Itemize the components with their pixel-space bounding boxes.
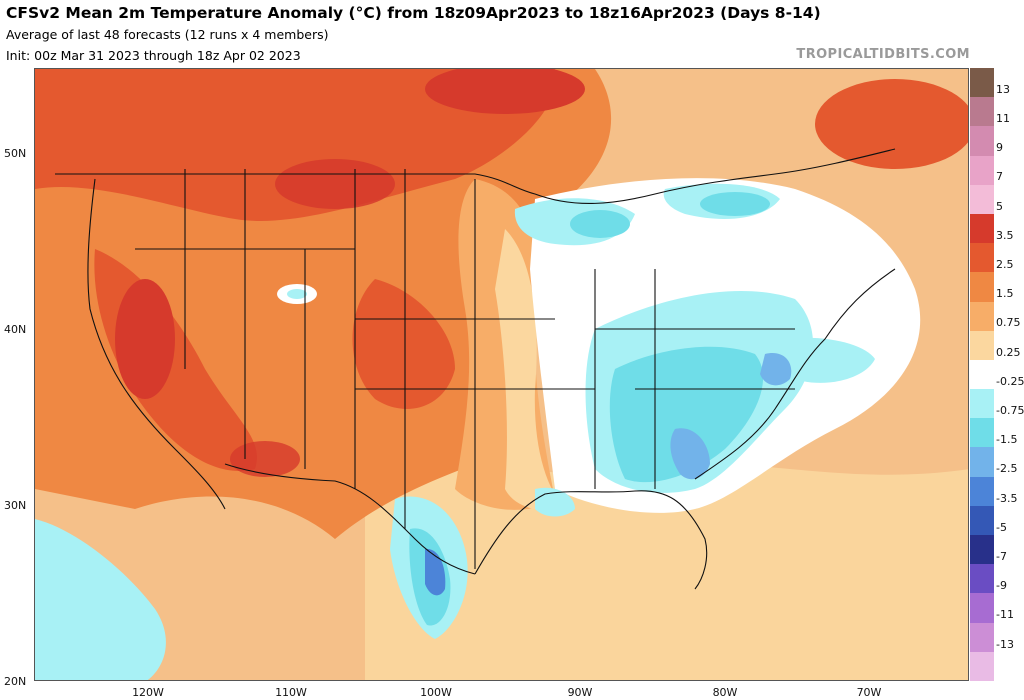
colorbar-segment <box>970 68 994 98</box>
us-canada-border <box>55 148 896 204</box>
cold-lake-superior <box>570 210 630 238</box>
colorbar-tick-label: -3.5 <box>996 491 1018 505</box>
colorbar-segment <box>970 359 994 390</box>
hot-spot-montana <box>275 159 395 209</box>
cool-light-pacific <box>35 519 166 680</box>
us-west-coast <box>87 178 226 510</box>
lat-label-20n: 20N <box>4 675 27 688</box>
colorbar-tick-label: -9 <box>996 579 1007 593</box>
colorbar-tick-label: -5 <box>996 520 1007 534</box>
colorbar-segment <box>970 213 994 244</box>
colorbar-tick-label: 11 <box>996 112 1010 126</box>
cool-light-offshore <box>780 337 875 383</box>
warm-north-zone <box>35 69 557 221</box>
colorbar-segment <box>970 155 994 186</box>
us-east-coast <box>694 268 896 480</box>
lat-label-30n: 30N <box>4 499 27 512</box>
colorbar-tick-label: -7 <box>996 549 1007 563</box>
cold-lake-huron <box>700 192 770 216</box>
brand-watermark: TROPICALTIDBITS.COM <box>796 47 970 62</box>
map-subtitle-forecast-average: Average of last 48 forecasts (12 runs x … <box>6 27 329 42</box>
lat-label-40n: 40N <box>4 323 27 336</box>
hot-core-california <box>115 279 175 399</box>
colorbar-segment <box>970 535 994 565</box>
cold-mid-atlantic <box>760 353 792 386</box>
colorbar-tick-label: -11 <box>996 608 1014 622</box>
colorbar-tick-label: 0.75 <box>996 316 1021 330</box>
colorbar-segment <box>970 272 994 303</box>
us-gulf-coast <box>474 490 708 590</box>
colorbar-tick-label: 5 <box>996 199 1003 213</box>
colorbar-segment <box>970 447 994 478</box>
colorbar-segment <box>970 301 994 332</box>
colorbar-tick-label: 3.5 <box>996 228 1014 242</box>
cold-georgia <box>670 428 710 480</box>
colorbar-tick-label: -13 <box>996 637 1014 651</box>
anomaly-colorbar <box>970 68 994 682</box>
colorbar-segment <box>970 622 994 653</box>
state-lines-central <box>355 169 595 569</box>
warm-plains-zone <box>352 279 455 409</box>
state-lines-west <box>135 169 356 489</box>
lon-label-100w: 100W <box>420 686 452 699</box>
hot-core-northeast <box>815 79 968 169</box>
colorbar-segment <box>970 97 994 127</box>
map-subtitle-init-range: Init: 00z Mar 31 2023 through 18z Apr 02… <box>6 48 301 63</box>
hot-core-north <box>425 69 585 114</box>
colorbar-tick-label: 1.5 <box>996 287 1014 301</box>
colorbar-tick-label: 9 <box>996 141 1003 155</box>
anomaly-field <box>35 69 968 680</box>
pale-central-core <box>495 229 565 511</box>
colorbar-segment <box>970 651 994 682</box>
colorbar-tick-label: 13 <box>996 82 1010 96</box>
us-mexico-border <box>224 463 476 575</box>
colorbar-tick-label: -1.5 <box>996 433 1018 447</box>
hot-spot-arizona <box>230 441 300 477</box>
colorbar-segment <box>970 330 994 361</box>
colorbar-tick-label: 2.5 <box>996 258 1014 272</box>
colorbar-segment <box>970 243 994 273</box>
cool-tennessee-valley <box>609 346 764 483</box>
lon-label-70w: 70W <box>856 686 882 699</box>
colorbar-segment <box>970 564 994 594</box>
colorbar-tick-label: -2.5 <box>996 462 1018 476</box>
colorbar-segment <box>970 389 994 419</box>
state-lines-east <box>594 269 795 489</box>
colorbar-segment <box>970 476 994 507</box>
map-title: CFSv2 Mean 2m Temperature Anomaly (°C) f… <box>6 4 821 22</box>
political-borders <box>55 148 896 590</box>
temperature-anomaly-map <box>34 68 969 681</box>
cold-texas-coast <box>425 548 446 596</box>
colorbar-segment <box>970 505 994 536</box>
lon-label-120w: 120W <box>132 686 164 699</box>
colorbar-tick-label: -0.75 <box>996 403 1024 417</box>
colorbar-tick-label: 7 <box>996 170 1003 184</box>
colorbar-segment <box>970 418 994 448</box>
lon-label-90w: 90W <box>567 686 593 699</box>
lat-label-50n: 50N <box>4 147 27 160</box>
colorbar-segment <box>970 184 994 215</box>
lon-label-80w: 80W <box>712 686 738 699</box>
colorbar-segment <box>970 126 994 157</box>
cool-light-gulf-coast <box>535 487 575 517</box>
lon-label-110w: 110W <box>275 686 307 699</box>
cool-spot-wyoming <box>287 289 307 299</box>
colorbar-tick-label: 0.25 <box>996 345 1021 359</box>
colorbar-segment <box>970 593 994 624</box>
colorbar-tick-label: -0.25 <box>996 374 1024 388</box>
